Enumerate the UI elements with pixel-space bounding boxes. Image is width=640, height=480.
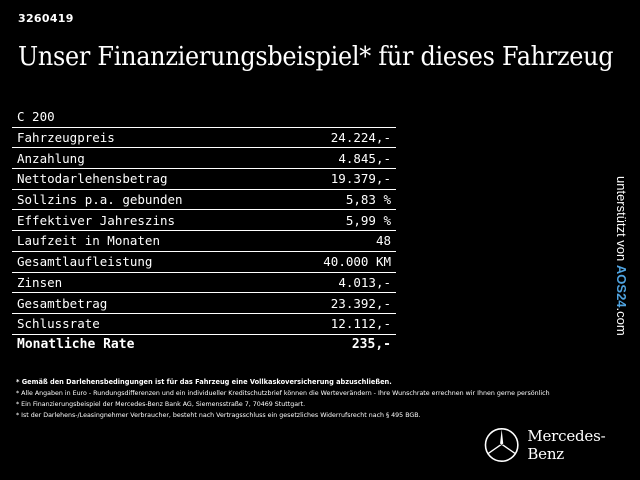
table-row-total: Monatliche Rate 235,- [12, 334, 396, 354]
page-title: Unser Finanzierungsbeispiel* für dieses … [18, 42, 614, 72]
table-row-model: C 200 [12, 107, 396, 128]
mercedes-star-icon [484, 428, 519, 462]
table-row: Sollzins p.a. gebunden 5,83 % [12, 189, 396, 211]
footnote: * Alle Angaben in Euro - Rundungsdiffere… [16, 390, 550, 397]
footnote: * Gemäß den Darlehensbedingungen ist für… [16, 378, 392, 386]
total-label: Monatliche Rate [17, 336, 135, 352]
row-value: 48 [278, 230, 396, 252]
footnote: * Ein Finanzierungsbeispiel der Mercedes… [16, 401, 306, 408]
row-label: Effektiver Jahreszins [12, 209, 279, 232]
aos24-logo: AOS24 [614, 264, 629, 308]
row-value: 12.112,- [278, 313, 396, 335]
total-value: 235,- [351, 336, 391, 352]
row-label: Laufzeit in Monaten [12, 230, 279, 252]
table-row: Nettodarlehensbetrag 19.379,- [12, 168, 396, 190]
side-credit-text: unterstützt von [614, 176, 629, 262]
model-name: C 200 [12, 107, 396, 128]
table-row: Effektiver Jahreszins 5,99 % [12, 209, 396, 232]
row-label: Gesamtlaufleistung [12, 251, 279, 273]
ad-id: 3260419 [18, 12, 74, 25]
row-value: 40.000 KM [278, 251, 396, 273]
row-label: Anzahlung [12, 147, 279, 170]
row-value: 23.392,- [278, 292, 396, 314]
row-value: 5,83 % [278, 189, 396, 211]
brand-name: Mercedes-Benz [527, 427, 606, 463]
brand-logo: Mercedes-Benz [484, 425, 640, 465]
financing-table: C 200 Fahrzeugpreis 24.224,- Anzahlung 4.84… [12, 107, 396, 354]
table-row: Zinsen 4.013,- [12, 272, 396, 294]
row-label: Fahrzeugpreis [12, 127, 279, 149]
row-label: Gesamtbetrag [12, 292, 279, 314]
footnotes: * Gemäß den Darlehensbedingungen ist für… [16, 377, 550, 421]
row-value: 5,99 % [278, 209, 396, 232]
row-label: Sollzins p.a. gebunden [12, 189, 279, 211]
side-credit: unterstützt von AOS24.com [607, 176, 637, 351]
row-label: Nettodarlehensbetrag [12, 168, 279, 190]
table-row: Anzahlung 4.845,- [12, 147, 396, 170]
row-value: 24.224,- [278, 127, 396, 149]
row-label: Zinsen [12, 272, 279, 294]
table-row: Fahrzeugpreis 24.224,- [12, 127, 396, 149]
row-value: 19.379,- [278, 168, 396, 190]
side-credit-suffix: .com [614, 307, 629, 336]
table-row: Schlussrate 12.112,- [12, 313, 396, 335]
table-row: Gesamtbetrag 23.392,- [12, 292, 396, 314]
footnote: * Ist der Darlehens-/Leasingnehmer Verbr… [16, 412, 421, 419]
row-value: 4.013,- [278, 272, 396, 294]
table-row: Gesamtlaufleistung 40.000 KM [12, 251, 396, 273]
row-label: Schlussrate [12, 313, 279, 335]
row-value: 4.845,- [278, 147, 396, 170]
table-row: Laufzeit in Monaten 48 [12, 230, 396, 252]
